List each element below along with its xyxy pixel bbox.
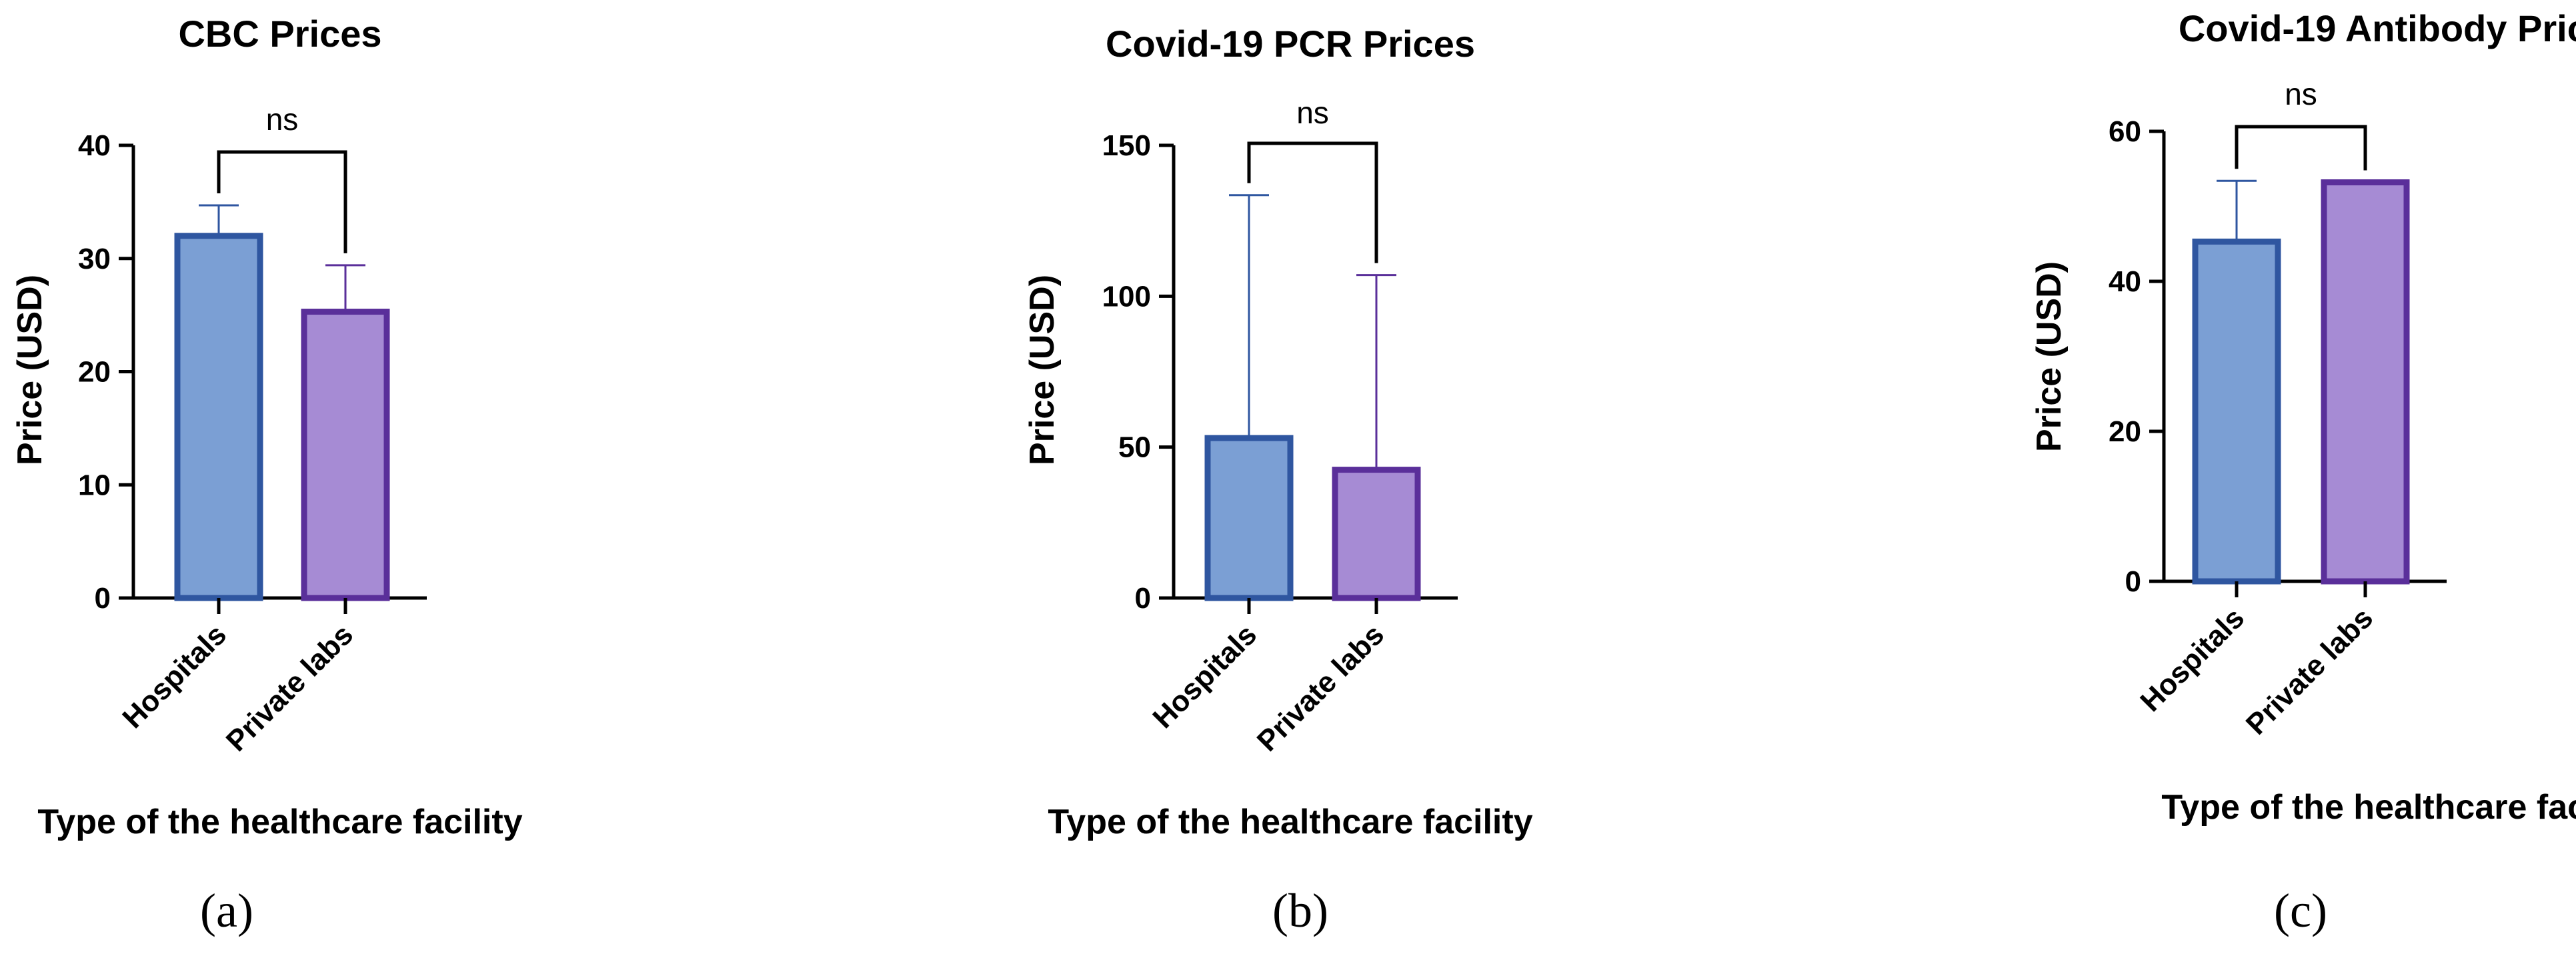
- y-tick-label: 40: [78, 129, 111, 162]
- y-axis-label: Price (USD): [1023, 275, 1062, 465]
- chart-panel-3: Covid-19 Antibody Prices 0 20 40 60 Price (US…: [2030, 7, 2576, 937]
- x-axis-label: Type of the healthcare facility: [37, 803, 522, 841]
- category-label: Private labs: [2240, 601, 2379, 741]
- chart-panel-1: CBC Prices 0 10 20 30 40 Price (USD) HospitalsP…: [11, 13, 523, 937]
- bar-hospitals: [1204, 435, 1294, 601]
- panel-label: (b): [1272, 884, 1328, 937]
- chart-panel-2: Covid-19 PCR Prices 0 50 100 150 Price (USD) H…: [1023, 23, 1533, 937]
- category-label: Hospitals: [2134, 601, 2251, 718]
- x-axis-label: Type of the healthcare facility: [2161, 788, 2576, 827]
- y-tick-label: 150: [1102, 129, 1151, 162]
- category-label: Private labs: [220, 618, 359, 757]
- bar-private-labs: [1332, 467, 1421, 601]
- bar-private-labs: [2321, 179, 2410, 585]
- category-label: Hospitals: [116, 618, 233, 735]
- x-axis-label: Type of the healthcare facility: [1048, 803, 1532, 841]
- panel-label: (c): [2274, 884, 2327, 937]
- significance-label: ns: [1296, 95, 1329, 130]
- y-axis-label: Price (USD): [11, 275, 49, 465]
- y-tick-label: 20: [2109, 415, 2141, 448]
- y-tick-label: 10: [78, 469, 111, 501]
- y-tick-label: 0: [2125, 565, 2141, 598]
- y-tick-label: 100: [1102, 280, 1151, 313]
- y-tick-label: 20: [78, 356, 111, 389]
- significance-label: ns: [266, 102, 299, 137]
- significance-label: ns: [2285, 77, 2317, 111]
- y-tick-label: 30: [78, 243, 111, 275]
- significance-bracket: [2235, 125, 2367, 171]
- category-label: Hospitals: [1146, 618, 1263, 735]
- bar-private-labs: [301, 309, 390, 601]
- y-tick-label: 60: [2109, 115, 2141, 148]
- chart-title: Covid-19 Antibody Prices: [2179, 7, 2576, 49]
- y-tick-label: 0: [95, 582, 111, 615]
- y-tick-label: 50: [1118, 431, 1151, 464]
- y-tick-label: 40: [2109, 265, 2141, 298]
- category-label: Private labs: [1251, 618, 1390, 757]
- significance-bracket: [217, 150, 347, 253]
- chart-title: Covid-19 PCR Prices: [1106, 23, 1475, 65]
- significance-bracket: [1247, 141, 1378, 263]
- panel-label: (a): [200, 884, 253, 937]
- y-tick-label: 0: [1135, 582, 1151, 615]
- bar-hospitals: [174, 233, 263, 601]
- y-axis-label: Price (USD): [2030, 261, 2069, 452]
- chart-title: CBC Prices: [178, 13, 381, 55]
- bar-hospitals: [2192, 238, 2281, 585]
